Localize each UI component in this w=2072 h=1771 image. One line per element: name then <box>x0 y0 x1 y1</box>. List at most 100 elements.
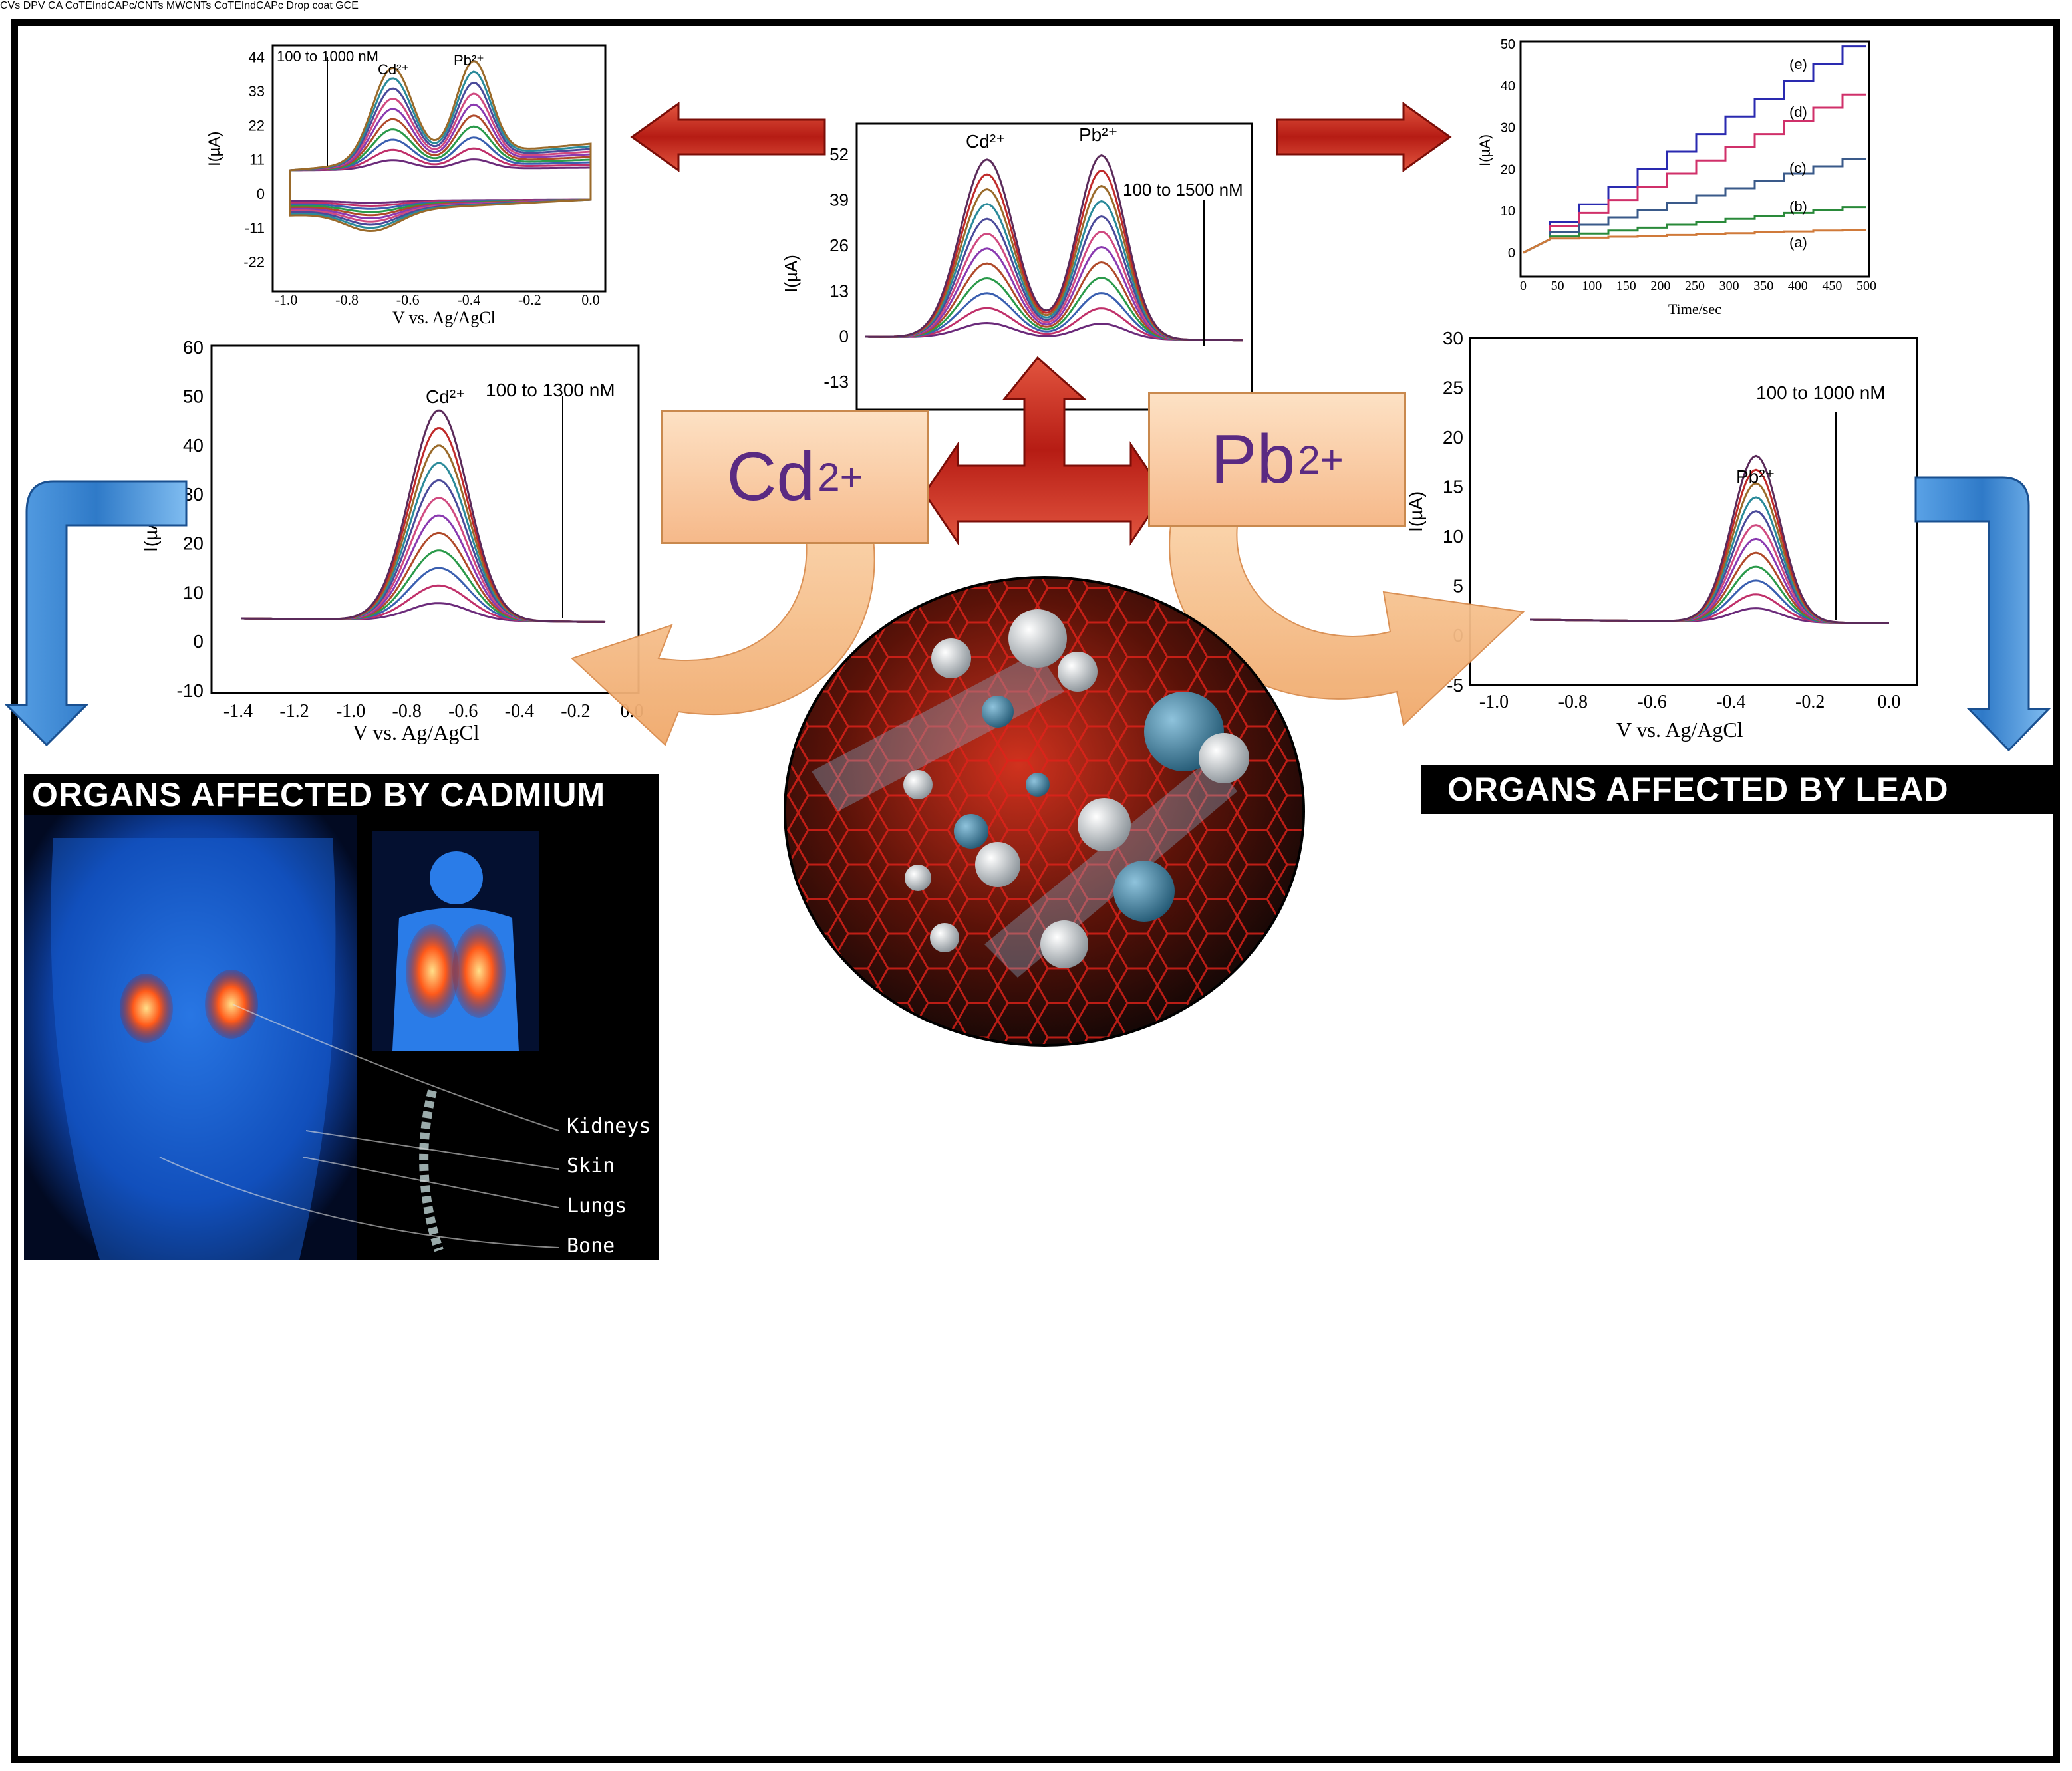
ca-xtick: 400 <box>1788 279 1808 293</box>
arrow-to-ca <box>1276 102 1452 172</box>
atom <box>954 814 988 849</box>
ca-xtick: 500 <box>1856 279 1876 293</box>
ca-xtick: 100 <box>1582 279 1602 293</box>
lead-panel-title: ORGANS AFFECTED BY LEAD <box>1421 765 2053 814</box>
four-way-arrow <box>923 356 1165 546</box>
cd-ion-box: Cd 2+ <box>661 410 929 544</box>
cd-ytick: 0 <box>193 631 204 652</box>
ca-xtick: 0 <box>1520 279 1527 293</box>
cd-plot: 100 to 1300 nM Cd²⁺ 6050403020100-10-1.4… <box>140 337 644 744</box>
red-arrow-stripe: CoNNNHHNNHNH CVs DPV CA CoTEIndCAPc/CNTs… <box>0 0 1406 544</box>
ca-curve <box>1523 158 1866 254</box>
green-arrowhead-mwcnt: CoNNNHHNNHNH CVs DPV CA CoTEIndCAPc/CNTs… <box>0 0 1406 544</box>
atom <box>931 638 971 678</box>
cd-peak: Cd²⁺ <box>426 386 466 407</box>
cv-ytick: 11 <box>249 152 265 168</box>
drop-coat-bar: CoNNNHHNNHNH CVs DPV CA CoTEIndCAPc/CNTs… <box>0 0 1406 544</box>
cadmium-organ: Kidneys <box>567 1115 651 1138</box>
ca-curve <box>1523 93 1866 254</box>
pb-curve <box>1530 454 1889 624</box>
atom <box>1199 733 1249 783</box>
dpv-range-label: 100 to 1500 nM <box>1123 180 1243 200</box>
ca-ytick: 10 <box>1501 204 1515 219</box>
ca-curve-label: (e) <box>1789 56 1807 72</box>
pb-ion-symbol: Pb <box>1211 420 1296 498</box>
atom <box>1040 920 1088 968</box>
dpv-peak-pb: Pb²⁺ <box>1079 124 1117 145</box>
drop-coat-arrow: CoNNNHHNNHNH CVs DPV CA CoTEIndCAPc/CNTs… <box>0 0 1406 544</box>
ca-curve <box>1523 45 1866 254</box>
ca-ytick: 40 <box>1501 79 1515 94</box>
ca-xtick: 350 <box>1753 279 1773 293</box>
lead-organ-list: Kidneys Heart Brain Bones Intestines Rep… <box>1905 854 2049 1093</box>
cd-xlabel: V vs. Ag/AgCl <box>353 720 480 744</box>
atom <box>982 696 1014 728</box>
arrow-to-cadmium <box>4 480 188 747</box>
lead-organ: Brain <box>1905 942 1966 965</box>
cadmium-organ-list: Kidneys Skin Lungs Bone <box>567 1107 651 1266</box>
cd-ytick: 10 <box>183 582 204 603</box>
cv-xtick: -1.0 <box>275 291 298 308</box>
cadmium-panel-title: ORGANS AFFECTED BY CADMIUM <box>24 774 659 815</box>
pb-plot: 100 to 1000 nM Pb²⁺ 302520151050-5-1.0-0… <box>1406 328 1918 742</box>
pb-xtick: -0.2 <box>1795 692 1825 712</box>
cd-ytick: -10 <box>177 680 204 701</box>
pb-ytick: 10 <box>1443 526 1463 547</box>
cv-xtick: -0.8 <box>335 291 359 308</box>
pb-ion-box: Pb 2+ <box>1148 392 1406 527</box>
ca-xtick: 450 <box>1822 279 1842 293</box>
cv-xtick: -0.2 <box>518 291 541 308</box>
ca-ytick: 20 <box>1501 162 1515 177</box>
dpv-ytick: 0 <box>839 327 849 346</box>
label-composite: CoTEIndCAPc/CNTs <box>65 0 164 11</box>
cd-ion-symbol: Cd <box>726 438 815 515</box>
dpv-ylabel: I(µA) <box>781 255 801 293</box>
cadmium-organ: Skin <box>567 1155 615 1178</box>
cv-ytick: -22 <box>243 254 265 271</box>
dpv-ytick: 26 <box>829 235 849 255</box>
ca-xtick: 50 <box>1551 279 1564 293</box>
pb-ytick: 5 <box>1453 576 1463 597</box>
atom <box>1113 861 1175 922</box>
arrow-to-cvs <box>630 102 826 172</box>
label-gce: GCE <box>335 0 359 11</box>
dpv-ytick: 39 <box>829 190 849 210</box>
atom <box>1026 773 1050 797</box>
cv-curve <box>289 59 592 233</box>
cv-ytick: 44 <box>249 49 265 66</box>
label-cvs: CVs <box>0 0 21 11</box>
label-molecule: CoTEIndCAPc <box>214 0 283 11</box>
dpv-ytick: -13 <box>823 372 849 392</box>
cd-xtick: -1.2 <box>279 701 309 722</box>
pb-ytick: 15 <box>1443 477 1463 497</box>
cd-ytick: 40 <box>183 435 204 456</box>
cv-plot: 100 to 1000 nM Cd²⁺ Pb²⁺ 44 33 22 11 0 -11 -22… <box>206 44 607 327</box>
dpv-curve <box>865 154 1243 342</box>
cd-curve <box>241 409 606 623</box>
cd-range-label: 100 to 1300 nM <box>486 380 615 400</box>
label-dpv: DPV <box>23 0 45 11</box>
lead-organ: Heart <box>1905 902 1966 925</box>
cv-xtick: -0.4 <box>457 291 480 308</box>
atom <box>975 842 1020 887</box>
atom <box>1008 609 1067 668</box>
label-drop-coat: Drop coat <box>286 0 333 11</box>
cd-ytick: 60 <box>183 337 204 358</box>
atom <box>1058 652 1098 692</box>
pb-ytick: 25 <box>1443 377 1463 398</box>
pb-ytick: 20 <box>1443 427 1463 448</box>
cd-xtick: -1.4 <box>223 701 253 722</box>
pb-ytick: 30 <box>1443 328 1463 348</box>
pb-xtick: -0.8 <box>1558 692 1588 712</box>
pb-ylabel: I(µA) <box>1406 491 1426 532</box>
pb-peak: Pb²⁺ <box>1736 466 1775 487</box>
cd-xtick: -0.4 <box>505 701 534 722</box>
pb-ion-charge: 2+ <box>1298 437 1344 482</box>
curved-arrow-cd <box>571 525 875 746</box>
ca-ytick: 0 <box>1508 246 1515 261</box>
ca-curve-label: (c) <box>1789 160 1807 176</box>
dpv-ytick: 52 <box>829 144 849 164</box>
